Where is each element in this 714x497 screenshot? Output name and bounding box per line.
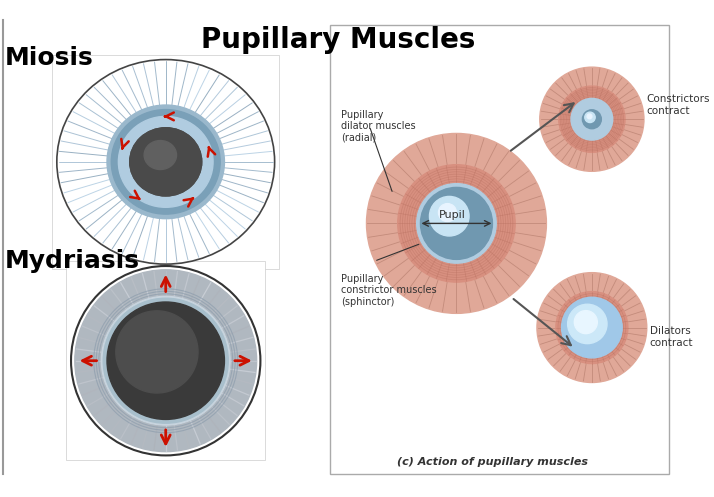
Circle shape — [398, 165, 516, 282]
Circle shape — [562, 297, 622, 358]
Circle shape — [417, 183, 496, 263]
Ellipse shape — [111, 109, 220, 214]
Circle shape — [573, 309, 610, 346]
Circle shape — [429, 196, 469, 236]
Text: Pupillary
dilator muscles
(radial): Pupillary dilator muscles (radial) — [341, 110, 416, 143]
Ellipse shape — [130, 128, 202, 196]
Circle shape — [568, 304, 607, 343]
Circle shape — [583, 110, 601, 129]
Text: Pupillary Muscles: Pupillary Muscles — [201, 26, 476, 55]
Ellipse shape — [119, 116, 213, 207]
Circle shape — [75, 270, 256, 452]
Circle shape — [366, 133, 546, 314]
Circle shape — [585, 112, 595, 123]
Ellipse shape — [57, 60, 275, 264]
Ellipse shape — [144, 141, 176, 169]
Circle shape — [116, 311, 198, 393]
Circle shape — [438, 204, 456, 222]
FancyBboxPatch shape — [330, 24, 668, 474]
Circle shape — [421, 187, 493, 259]
Circle shape — [71, 266, 261, 455]
FancyBboxPatch shape — [66, 261, 265, 460]
Ellipse shape — [130, 128, 202, 196]
Ellipse shape — [141, 138, 183, 179]
Circle shape — [556, 292, 628, 364]
Text: Dilators
contract: Dilators contract — [650, 326, 693, 348]
Circle shape — [537, 273, 647, 383]
Text: Mydriasis: Mydriasis — [5, 249, 140, 273]
Text: Pupillary
constrictor muscles
(sphinctor): Pupillary constrictor muscles (sphinctor… — [341, 273, 436, 307]
Circle shape — [104, 298, 228, 423]
FancyBboxPatch shape — [52, 55, 279, 269]
Text: (c) Action of pupillary muscles: (c) Action of pupillary muscles — [397, 457, 588, 467]
Circle shape — [107, 302, 224, 419]
Circle shape — [574, 311, 598, 333]
Ellipse shape — [107, 105, 224, 219]
Text: Miosis: Miosis — [5, 46, 94, 70]
Circle shape — [571, 98, 613, 140]
Circle shape — [540, 67, 644, 171]
Text: Constrictors
contract: Constrictors contract — [647, 94, 710, 116]
Circle shape — [559, 86, 625, 153]
Circle shape — [101, 296, 230, 425]
Circle shape — [587, 114, 592, 119]
Text: Pupil: Pupil — [439, 210, 466, 220]
